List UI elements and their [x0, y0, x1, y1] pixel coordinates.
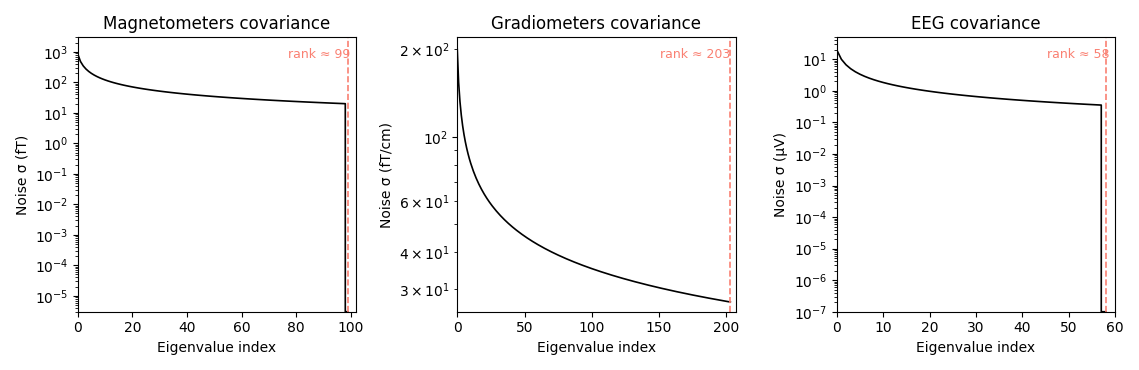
Text: rank ≈ 99: rank ≈ 99 [288, 48, 351, 61]
Text: rank ≈ 58: rank ≈ 58 [1047, 48, 1109, 61]
Y-axis label: Noise σ (μV): Noise σ (μV) [775, 132, 788, 217]
Text: rank ≈ 203: rank ≈ 203 [659, 48, 730, 61]
Y-axis label: Noise σ (fT): Noise σ (fT) [15, 134, 28, 215]
Y-axis label: Noise σ (fT/cm): Noise σ (fT/cm) [379, 121, 393, 228]
X-axis label: Eigenvalue index: Eigenvalue index [917, 341, 1035, 355]
Title: Gradiometers covariance: Gradiometers covariance [492, 15, 702, 33]
X-axis label: Eigenvalue index: Eigenvalue index [157, 341, 277, 355]
Title: Magnetometers covariance: Magnetometers covariance [104, 15, 330, 33]
Title: EEG covariance: EEG covariance [911, 15, 1041, 33]
X-axis label: Eigenvalue index: Eigenvalue index [536, 341, 656, 355]
